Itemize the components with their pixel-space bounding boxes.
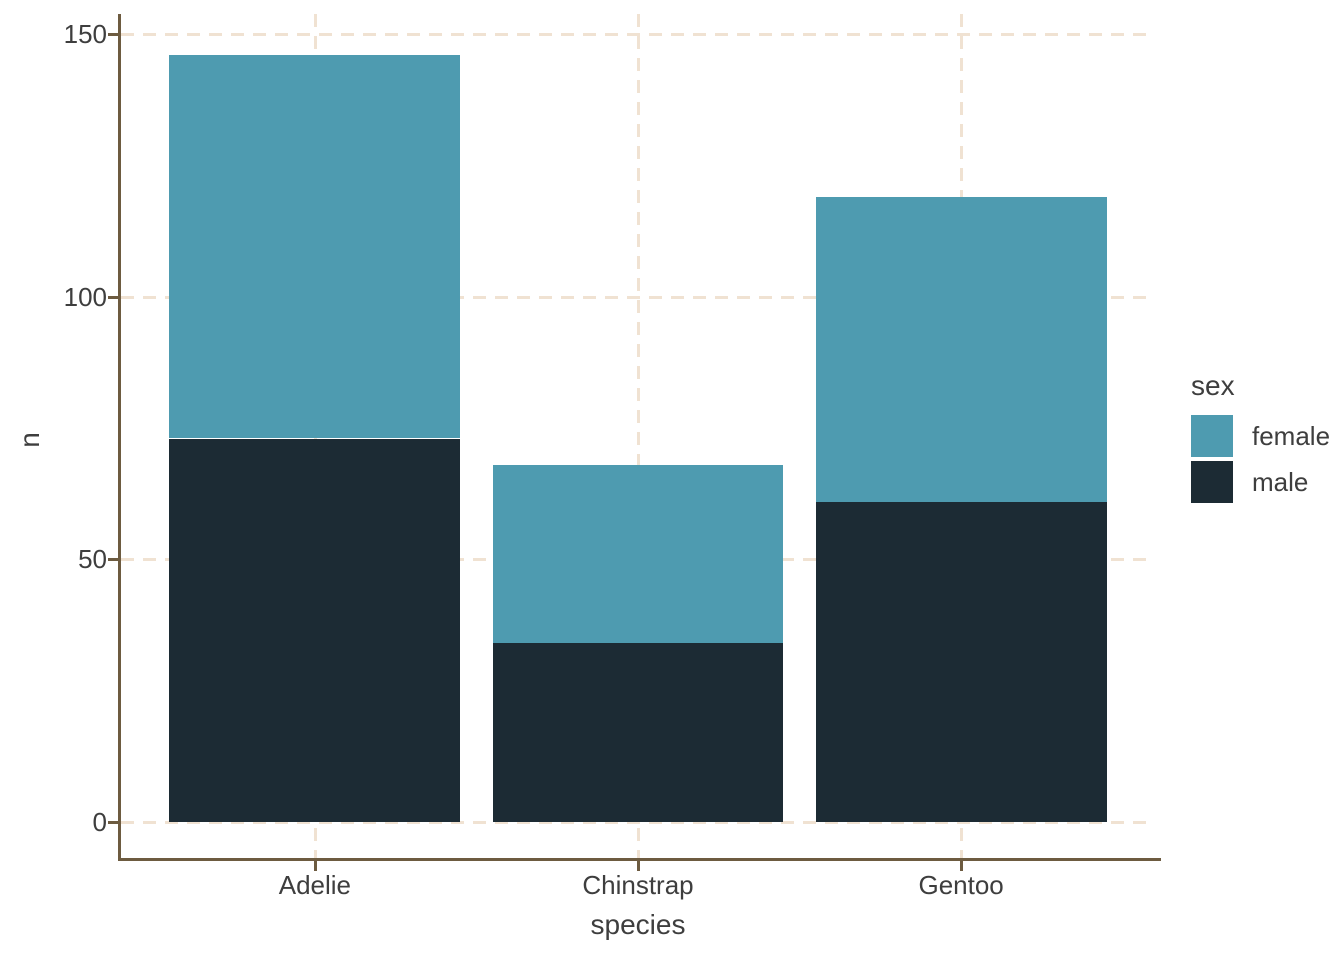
bar-segment-female — [492, 464, 784, 644]
x-tick-label: Adelie — [278, 870, 352, 900]
y-tick-label: 0 — [92, 807, 107, 837]
y-axis-title: n — [14, 432, 45, 448]
y-tick-label: 100 — [63, 281, 107, 312]
bar-segment-male — [815, 501, 1107, 822]
bar-segment-female — [169, 55, 461, 439]
x-axis-line — [118, 858, 1161, 861]
legend-entries: female male — [1191, 415, 1344, 510]
y-tick-mark — [108, 821, 118, 824]
bar-segment-male — [169, 438, 461, 822]
x-tick-label: Gentoo — [918, 870, 1004, 900]
y-tick-label: 50 — [78, 544, 107, 575]
legend-label-male: male — [1252, 467, 1309, 497]
x-tick-mark — [313, 861, 317, 871]
gridline-vertical — [637, 14, 640, 858]
bar-segment-male — [492, 643, 784, 822]
x-axis-title: species — [590, 909, 686, 940]
legend-label-female: female — [1252, 421, 1331, 451]
x-tick-mark — [637, 861, 640, 871]
legend-key-male — [1191, 461, 1233, 503]
x-tick-label: Chinstrap — [582, 870, 694, 900]
y-tick-label: 150 — [63, 19, 107, 49]
legend-key-female — [1191, 415, 1233, 457]
y-tick-mark — [108, 558, 118, 562]
bar-segment-female — [815, 196, 1107, 502]
y-axis-line — [118, 14, 121, 861]
y-tick-mark — [108, 295, 118, 299]
x-tick-mark — [960, 861, 964, 871]
y-tick-mark — [108, 33, 118, 36]
legend-title: sex — [1191, 370, 1235, 401]
legend: sex female male — [1191, 372, 1344, 512]
